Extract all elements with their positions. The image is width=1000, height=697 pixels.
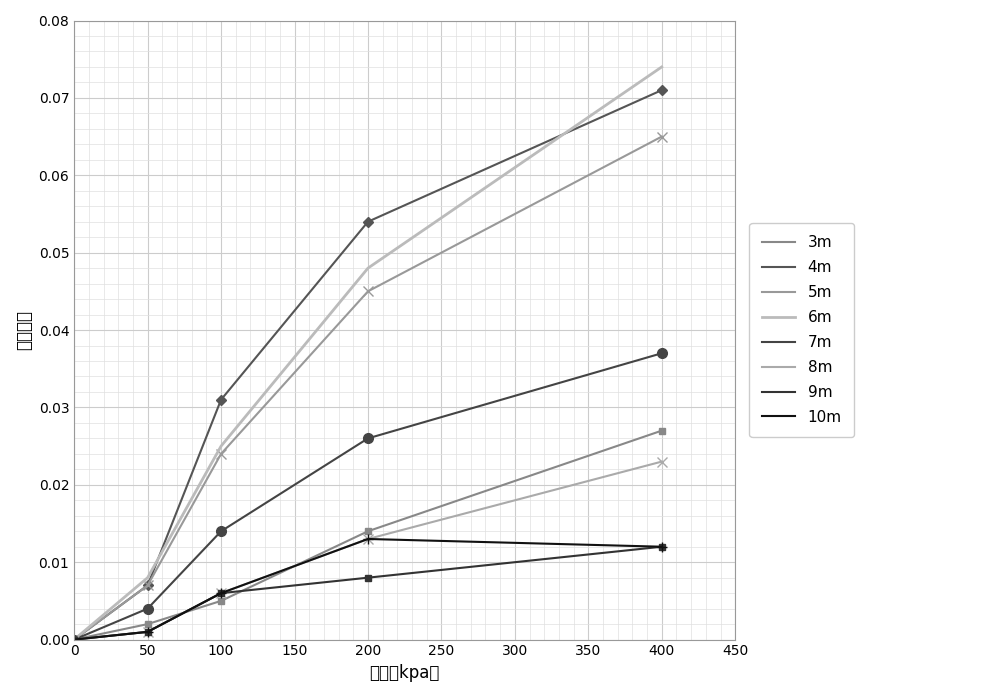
7m (142, 604, 154, 613)
Line: 3m: 3m (74, 431, 662, 640)
6m (215, 442, 227, 450)
7m (68, 636, 80, 644)
9m (142, 628, 154, 636)
6m (68, 636, 80, 644)
9m (656, 542, 668, 551)
9m (215, 589, 227, 597)
Legend: 3m, 4m, 5m, 6m, 7m, 8m, 9m, 10m: 3m, 4m, 5m, 6m, 7m, 8m, 9m, 10m (749, 223, 854, 437)
7m (215, 527, 227, 535)
10m (68, 636, 80, 644)
X-axis label: 压力（kpa）: 压力（kpa） (370, 664, 440, 682)
8m (656, 457, 668, 466)
9m (362, 574, 374, 582)
Line: 4m: 4m (74, 90, 662, 640)
Line: 9m: 9m (74, 546, 662, 640)
6m (362, 264, 374, 273)
Line: 10m: 10m (74, 539, 662, 640)
3m (68, 636, 80, 644)
10m (362, 535, 374, 543)
4m (656, 86, 668, 94)
10m (142, 628, 154, 636)
3m (656, 427, 668, 435)
5m (142, 581, 154, 590)
8m (142, 628, 154, 636)
3m (142, 620, 154, 628)
10m (215, 589, 227, 597)
Line: 7m: 7m (74, 353, 662, 640)
3m (215, 597, 227, 605)
4m (68, 636, 80, 644)
10m (656, 542, 668, 551)
4m (362, 217, 374, 226)
8m (215, 589, 227, 597)
4m (142, 581, 154, 590)
7m (362, 434, 374, 443)
Line: 5m: 5m (74, 137, 662, 640)
5m (656, 132, 668, 141)
7m (656, 349, 668, 358)
5m (362, 287, 374, 296)
6m (656, 63, 668, 71)
Line: 8m: 8m (74, 461, 662, 640)
5m (68, 636, 80, 644)
5m (215, 450, 227, 458)
Y-axis label: 湿陷系数: 湿陷系数 (15, 310, 33, 350)
8m (362, 535, 374, 543)
8m (68, 636, 80, 644)
3m (362, 527, 374, 535)
Line: 6m: 6m (74, 67, 662, 640)
4m (215, 395, 227, 404)
6m (142, 574, 154, 582)
9m (68, 636, 80, 644)
